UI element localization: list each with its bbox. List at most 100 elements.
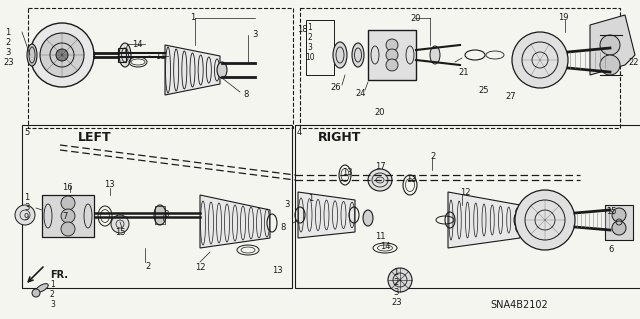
Text: 1: 1 bbox=[308, 194, 313, 203]
Text: 13: 13 bbox=[272, 266, 283, 275]
Circle shape bbox=[515, 190, 575, 250]
Text: 1: 1 bbox=[190, 13, 196, 22]
Circle shape bbox=[32, 289, 40, 297]
Ellipse shape bbox=[430, 46, 440, 64]
Text: 13: 13 bbox=[104, 180, 115, 189]
Text: 17: 17 bbox=[375, 162, 386, 171]
Circle shape bbox=[56, 49, 68, 61]
Circle shape bbox=[61, 196, 75, 210]
Text: 2: 2 bbox=[5, 38, 10, 47]
Polygon shape bbox=[590, 15, 635, 75]
Text: 3: 3 bbox=[393, 288, 398, 297]
Text: RIGHT: RIGHT bbox=[318, 131, 362, 144]
Ellipse shape bbox=[36, 284, 48, 292]
Bar bbox=[368, 30, 416, 80]
Text: 3: 3 bbox=[308, 43, 312, 52]
Circle shape bbox=[40, 33, 84, 77]
Circle shape bbox=[612, 221, 626, 235]
Ellipse shape bbox=[363, 210, 373, 226]
Text: 1: 1 bbox=[24, 193, 29, 202]
Circle shape bbox=[386, 59, 398, 71]
Text: 4: 4 bbox=[297, 128, 302, 137]
Text: 14: 14 bbox=[380, 242, 390, 251]
Ellipse shape bbox=[333, 42, 347, 68]
Bar bbox=[118, 48, 126, 62]
Circle shape bbox=[15, 205, 35, 225]
Text: 27: 27 bbox=[505, 92, 516, 101]
Circle shape bbox=[61, 222, 75, 236]
Polygon shape bbox=[165, 45, 220, 95]
Text: 2: 2 bbox=[145, 262, 150, 271]
Bar bbox=[295, 125, 640, 288]
Polygon shape bbox=[200, 195, 270, 248]
Text: 9: 9 bbox=[24, 213, 29, 222]
Text: 15: 15 bbox=[606, 207, 616, 216]
Text: 24: 24 bbox=[355, 89, 365, 98]
Text: 6: 6 bbox=[608, 245, 613, 254]
Text: 2: 2 bbox=[430, 152, 435, 161]
Circle shape bbox=[512, 32, 568, 88]
Circle shape bbox=[612, 208, 626, 222]
Text: 15: 15 bbox=[115, 228, 125, 237]
Text: 12: 12 bbox=[460, 188, 470, 197]
Text: 21: 21 bbox=[458, 68, 468, 77]
Text: 18: 18 bbox=[297, 25, 308, 34]
Ellipse shape bbox=[119, 43, 131, 67]
Ellipse shape bbox=[27, 44, 37, 66]
Text: 3: 3 bbox=[50, 300, 55, 309]
Bar bbox=[22, 125, 292, 288]
Circle shape bbox=[388, 268, 412, 292]
Text: 1: 1 bbox=[50, 280, 55, 289]
Text: 3: 3 bbox=[5, 48, 10, 57]
Text: 3: 3 bbox=[252, 30, 257, 39]
Text: 22: 22 bbox=[628, 58, 639, 67]
Bar bbox=[28, 8, 293, 128]
Ellipse shape bbox=[154, 205, 166, 225]
Text: 1: 1 bbox=[393, 268, 398, 277]
Circle shape bbox=[61, 209, 75, 223]
Text: 8: 8 bbox=[280, 223, 285, 232]
Text: 11: 11 bbox=[375, 232, 385, 241]
Circle shape bbox=[386, 39, 398, 51]
Text: 25: 25 bbox=[478, 86, 488, 95]
Polygon shape bbox=[298, 192, 355, 238]
Text: FR.: FR. bbox=[50, 270, 68, 280]
Ellipse shape bbox=[352, 43, 364, 67]
Text: 3: 3 bbox=[24, 203, 29, 212]
Bar bbox=[155, 206, 165, 224]
Text: 13: 13 bbox=[406, 175, 417, 184]
Text: 26: 26 bbox=[330, 83, 340, 92]
Text: 5: 5 bbox=[24, 128, 29, 137]
Text: 19: 19 bbox=[558, 13, 568, 22]
Circle shape bbox=[600, 55, 620, 75]
Text: 3: 3 bbox=[284, 200, 289, 209]
Text: SNA4B2102: SNA4B2102 bbox=[490, 300, 548, 310]
Bar bbox=[306, 20, 334, 75]
Text: 8: 8 bbox=[163, 210, 168, 219]
Text: 2: 2 bbox=[308, 33, 312, 42]
Bar bbox=[605, 205, 633, 240]
Text: 10: 10 bbox=[305, 53, 315, 62]
Circle shape bbox=[30, 23, 94, 87]
Circle shape bbox=[386, 49, 398, 61]
Text: 8: 8 bbox=[243, 90, 248, 99]
Text: LEFT: LEFT bbox=[78, 131, 111, 144]
Ellipse shape bbox=[217, 62, 227, 78]
Text: 2: 2 bbox=[393, 278, 398, 287]
Text: 20: 20 bbox=[374, 108, 385, 117]
Bar bbox=[300, 8, 620, 128]
Polygon shape bbox=[448, 192, 520, 248]
Text: 16: 16 bbox=[62, 183, 72, 192]
Circle shape bbox=[600, 35, 620, 55]
Text: 14: 14 bbox=[132, 40, 143, 49]
Text: 23: 23 bbox=[3, 58, 13, 67]
Text: 2: 2 bbox=[50, 290, 55, 299]
Text: 13: 13 bbox=[342, 168, 353, 177]
Circle shape bbox=[111, 215, 129, 233]
Text: 1: 1 bbox=[5, 28, 10, 37]
Text: 12: 12 bbox=[195, 263, 205, 272]
Text: 7: 7 bbox=[62, 212, 68, 221]
Text: 1: 1 bbox=[308, 23, 312, 32]
Bar bbox=[42, 195, 94, 237]
Text: 23: 23 bbox=[391, 298, 402, 307]
